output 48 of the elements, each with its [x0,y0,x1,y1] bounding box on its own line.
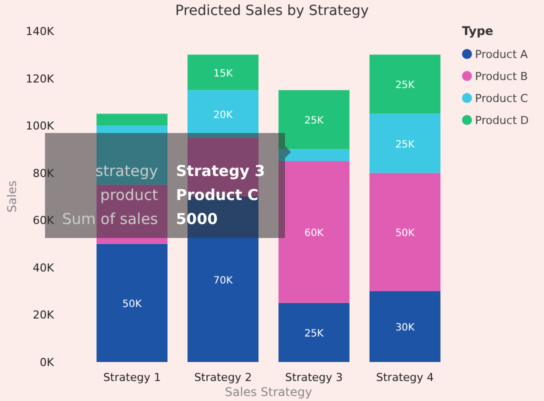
bar [369,172,440,292]
legend-label: Product D [475,114,529,127]
data-label: 50K [395,228,416,239]
annotation: product [100,186,158,204]
data-label: 25K [304,116,324,127]
legend-label: Product B [475,70,528,83]
bar [278,90,350,150]
bar [369,291,440,362]
bar [278,161,350,303]
data-label: 50K [122,298,142,310]
x-tick-label: Strategy 3 [285,371,343,384]
x-tick-label: Strategy 4 [376,371,434,384]
bar [369,54,440,114]
legend-label: Product A [475,48,528,61]
annotation: Product C [176,186,258,204]
bar [188,54,258,90]
y-tick-label: 100K [26,120,55,133]
y-tick-label: 0K [40,356,55,369]
y-tick-label: 80K [32,166,55,180]
data-label: 25K [395,80,416,92]
x-tick-label: Strategy 2 [194,371,252,384]
bar [278,149,350,162]
chart-title: Predicted Sales by Strategy [175,3,369,19]
y-tick-label: 120K [26,72,55,86]
data-label: 25K [395,139,416,150]
data-label: 30K [395,322,416,334]
annotation: 5000 [176,210,218,228]
x-axis-title: Sales Strategy [224,385,312,399]
annotation: Strategy 3 [176,162,266,180]
bar [188,90,258,138]
bar [369,114,440,173]
data-label: 60K [304,228,324,239]
y-tick-label: 60K [32,214,55,228]
y-axis-title: Sales [5,180,19,212]
data-label: 25K [304,328,324,340]
annotation: Sum of sales [62,210,158,228]
y-tick-label: 140K [26,25,55,38]
legend-title: Type [462,24,494,38]
data-label: 20K [213,110,234,121]
bar [96,244,168,362]
data-label: 70K [213,275,234,286]
data-label: 15K [213,68,234,80]
y-tick-label: 40K [32,261,55,274]
bar [278,302,350,362]
x-tick-label: Strategy 1 [103,371,161,384]
y-tick-label: 20K [32,308,55,322]
bar [96,114,168,126]
legend-label: Product C [475,92,528,105]
